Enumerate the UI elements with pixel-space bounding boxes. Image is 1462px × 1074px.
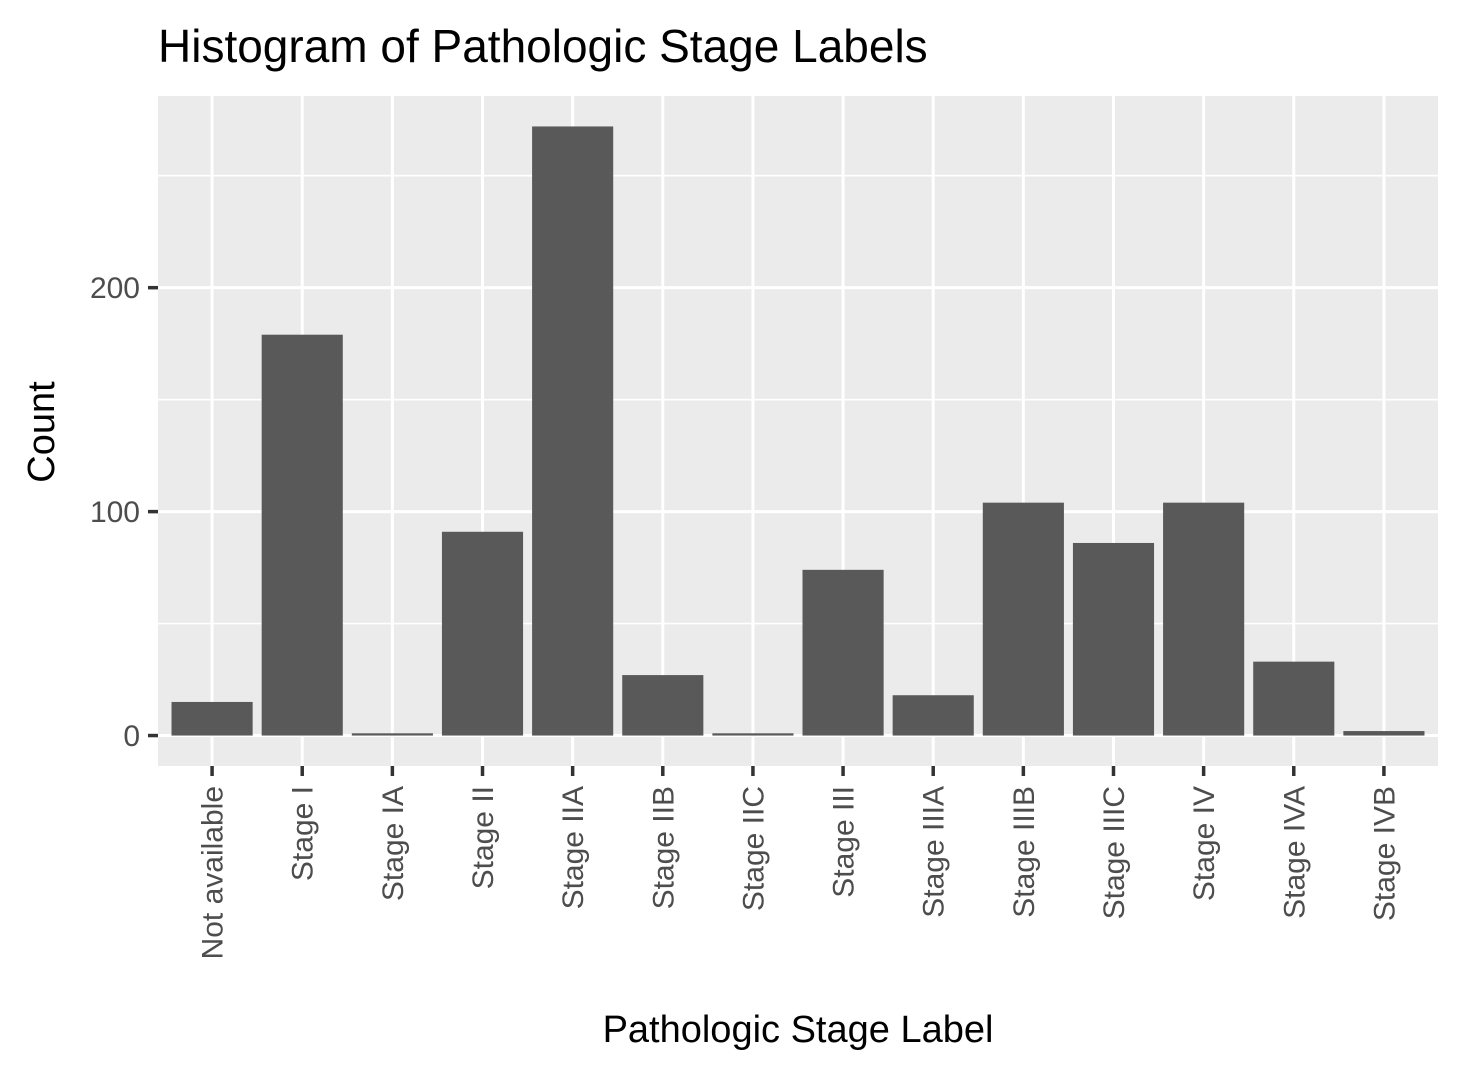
y-tick-label: 100 (90, 496, 140, 529)
x-tick-label: Stage IIIC (1098, 786, 1131, 919)
bar-not-available (171, 701, 253, 736)
bar-stage-ivb (1343, 731, 1425, 736)
plot-panel (158, 96, 1438, 766)
bar-stage-ii (441, 531, 524, 736)
bar-stage-ia (351, 733, 433, 736)
bar-stage-iiib (982, 502, 1064, 736)
bar-stage-iia (532, 126, 614, 736)
y-axis: 0 100 200 (90, 272, 158, 753)
x-tick-label: Stage IIC (737, 786, 770, 911)
bar-stage-iv (1163, 502, 1245, 736)
x-axis: Not available Stage I Stage IA Stage II Stag… (197, 766, 1401, 959)
y-tick-label: 0 (123, 720, 140, 753)
bar-stage-iiic (1072, 542, 1155, 736)
x-tick-label: Stage IVB (1368, 786, 1401, 921)
x-tick-label: Stage IVA (1278, 786, 1311, 919)
bars (171, 126, 1425, 736)
bar-stage-iiia (892, 695, 974, 736)
bar-stage-iib (622, 675, 704, 736)
x-tick-label: Stage I (287, 786, 320, 881)
x-axis-title: Pathologic Stage Label (603, 1009, 994, 1051)
x-tick-label: Stage IA (377, 786, 410, 901)
bar-stage-iva (1253, 661, 1335, 736)
x-tick-label: Stage III (828, 786, 861, 898)
bar-stage-iic (712, 733, 794, 736)
x-tick-label: Stage II (467, 786, 500, 889)
chart-title: Histogram of Pathologic Stage Labels (158, 20, 928, 72)
x-tick-label: Stage IIB (647, 786, 680, 909)
y-axis-title: Count (21, 381, 63, 483)
x-tick-label: Stage IIIB (1008, 786, 1041, 918)
bar-stage-i (261, 334, 343, 736)
bar-stage-iii (802, 569, 884, 736)
x-tick-label: Stage IIA (557, 786, 590, 909)
x-tick-label: Stage IV (1188, 786, 1221, 901)
x-tick-label: Not available (197, 786, 230, 959)
x-tick-label: Stage IIIA (918, 786, 951, 918)
y-tick-label: 200 (90, 272, 140, 305)
